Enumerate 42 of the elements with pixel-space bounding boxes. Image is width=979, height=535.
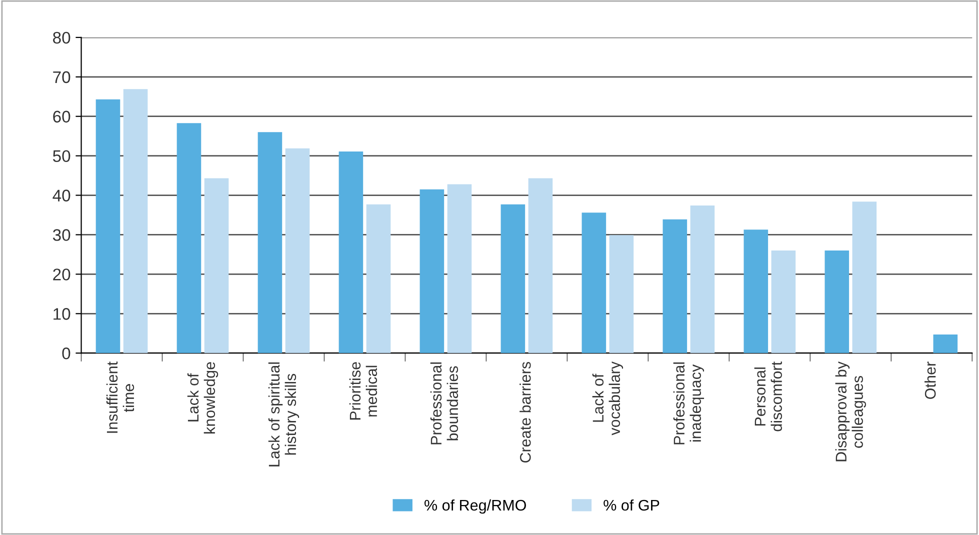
- y-tick-label: 0: [62, 348, 70, 360]
- x-tick-label: Personal discomfort: [754, 362, 782, 432]
- legend-label: % of Reg/RMO: [424, 499, 526, 514]
- y-tick-label: 20: [53, 268, 70, 280]
- bar: [258, 132, 282, 354]
- bar: [366, 204, 391, 354]
- bar: [96, 99, 120, 354]
- y-tick-label: 70: [53, 71, 70, 84]
- x-tick-label: Insufficient time: [106, 362, 134, 433]
- legend-label: % of GP: [604, 499, 660, 511]
- x-tick-label: Create barriers: [520, 362, 531, 463]
- bar: [662, 219, 688, 354]
- x-tick-label: Lack of vocabulary: [592, 361, 624, 436]
- bar: [824, 250, 850, 354]
- bar: [771, 250, 796, 354]
- bar: [285, 148, 310, 354]
- bar: [338, 151, 364, 354]
- x-tick-label: Professional boundaries: [430, 362, 458, 444]
- bar: [123, 89, 148, 354]
- bar: [500, 204, 526, 354]
- bar: [744, 230, 768, 354]
- x-tick-label: Disapproval by colleagues: [835, 361, 866, 462]
- bar: [582, 212, 606, 354]
- y-tick-label: 40: [52, 190, 70, 202]
- bar: [204, 178, 229, 354]
- x-tick-label: Other: [924, 362, 936, 399]
- x-tick-label: Lack of spiritual history skills: [268, 362, 300, 466]
- x-tick-label: Professional inadequacy: [673, 362, 704, 444]
- bar: [447, 184, 472, 354]
- bar: [176, 123, 202, 354]
- y-tick-label: 30: [52, 229, 70, 241]
- bar: [690, 206, 715, 354]
- bar: [609, 235, 634, 354]
- y-tick-label: 10: [54, 308, 70, 320]
- x-tick-label: Lack of knowledge: [187, 362, 218, 434]
- y-tick-label: 50: [52, 150, 70, 162]
- y-tick-label: 80: [53, 32, 70, 44]
- bar: [852, 202, 877, 354]
- x-tick-label: Prioritise medical: [349, 362, 378, 420]
- bar: [528, 178, 553, 354]
- y-tick-label: 60: [53, 110, 70, 123]
- bar: [420, 189, 444, 354]
